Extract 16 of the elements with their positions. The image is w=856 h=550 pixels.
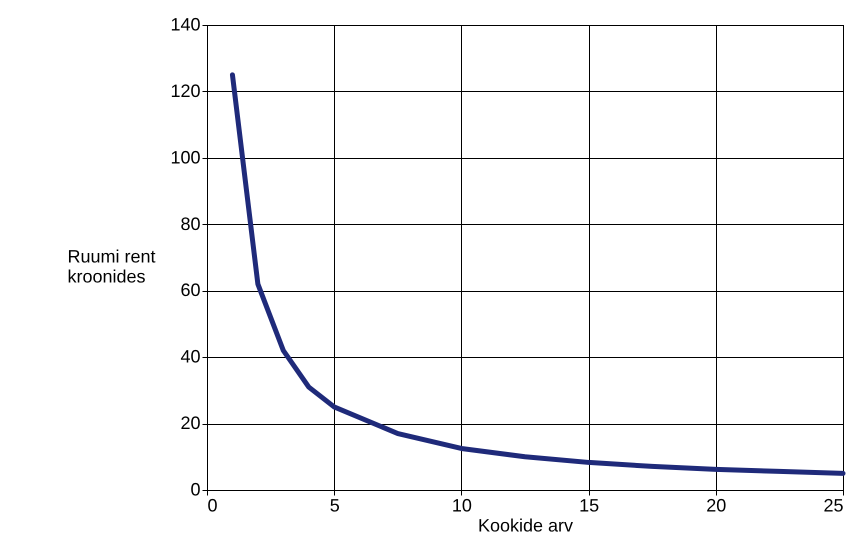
x-tick-label: 15 [579,496,600,516]
y-tick-label: 140 [170,14,200,34]
x-tick-label: 10 [452,496,472,516]
y-tick-label: 40 [180,346,200,367]
y-tick-label: 80 [180,214,200,234]
x-tick-label: 20 [706,496,726,516]
y-tick-label: 60 [180,280,200,300]
x-axis-title: Kookide arv [478,516,574,536]
y-tick-label: 20 [180,413,200,434]
x-tick-label: 5 [330,496,340,516]
y-tick-label: 100 [170,147,200,168]
y-axis-title: Ruumi rent kroonides [68,246,156,286]
y-tick-label: 120 [170,80,200,101]
y-tick-label: 0 [190,480,200,500]
x-tick-label: 0 [208,496,218,516]
x-tick-label: 25 [823,496,844,516]
